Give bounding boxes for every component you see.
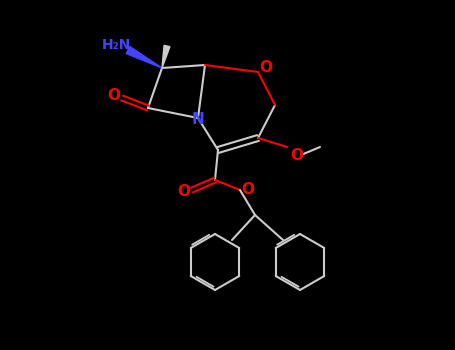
Polygon shape — [162, 46, 170, 68]
Text: O: O — [259, 60, 273, 75]
Text: O: O — [177, 184, 191, 200]
Text: O: O — [290, 147, 303, 162]
Text: H₂N: H₂N — [101, 38, 131, 52]
Polygon shape — [126, 47, 162, 68]
Text: N: N — [192, 112, 204, 127]
Text: O: O — [242, 182, 254, 197]
Text: O: O — [107, 89, 121, 104]
